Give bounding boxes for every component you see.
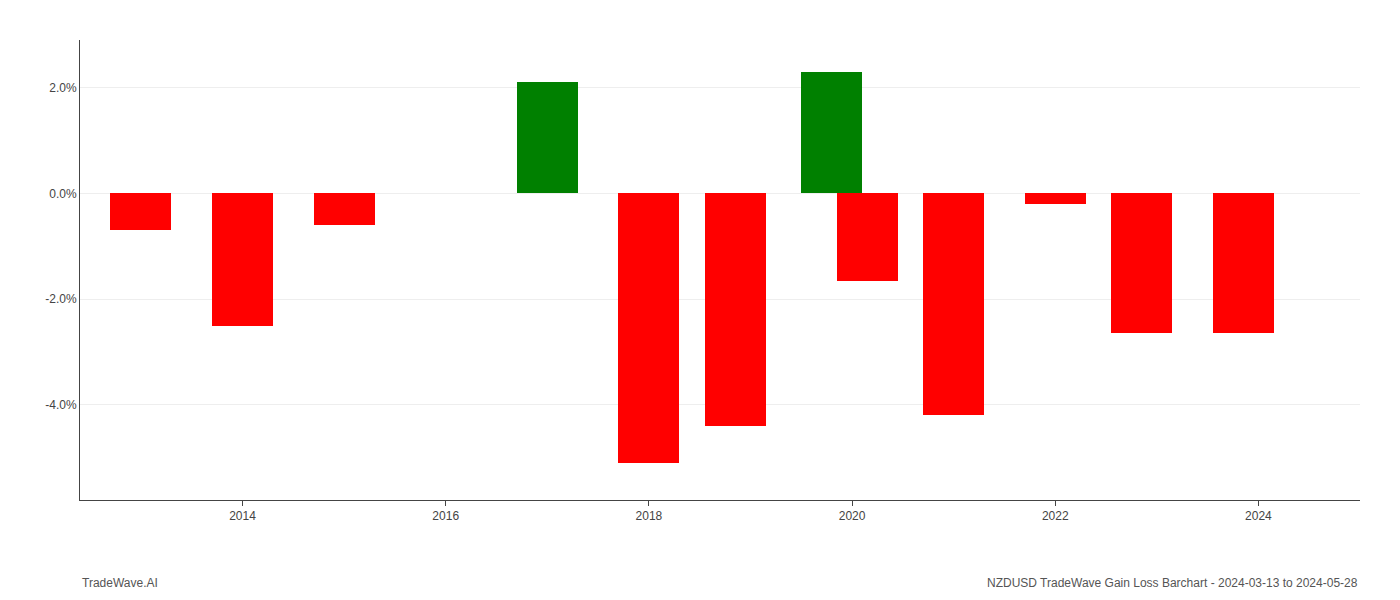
svg-text:NZDUSD TradeWave Gain Loss Bar: NZDUSD TradeWave Gain Loss Barchart - 20… — [987, 576, 1358, 590]
svg-text:2014: 2014 — [229, 509, 256, 523]
svg-text:2016: 2016 — [432, 509, 459, 523]
svg-text:2.0%: 2.0% — [49, 81, 77, 95]
svg-text:2024: 2024 — [1245, 509, 1272, 523]
svg-text:2022: 2022 — [1042, 509, 1069, 523]
svg-text:-4.0%: -4.0% — [45, 398, 77, 412]
svg-text:0.0%: 0.0% — [49, 187, 77, 201]
svg-text:TradeWave.AI: TradeWave.AI — [82, 576, 158, 590]
svg-text:2020: 2020 — [839, 509, 866, 523]
svg-text:2018: 2018 — [636, 509, 663, 523]
svg-text:-2.0%: -2.0% — [45, 292, 77, 306]
